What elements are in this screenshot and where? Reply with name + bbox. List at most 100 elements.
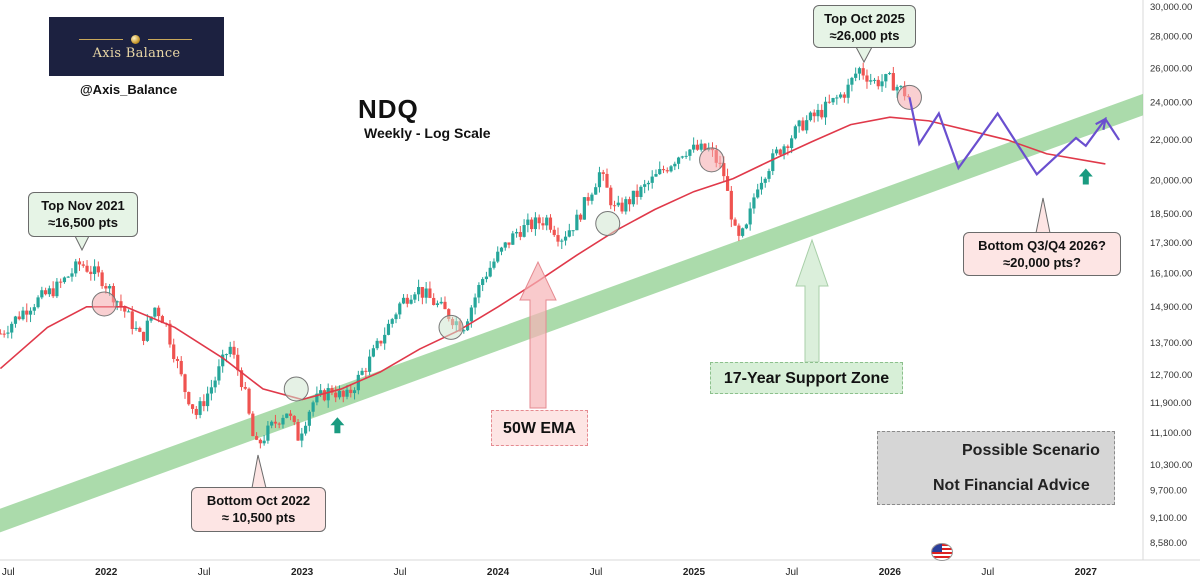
price-tick-label: 8,580.00 (1150, 538, 1187, 549)
candle-body (484, 276, 489, 280)
candle-body (624, 199, 628, 212)
candle-body (266, 425, 270, 441)
candle-body (262, 440, 266, 444)
candle-body (503, 242, 507, 248)
candle-body (676, 157, 681, 164)
candle-body (368, 356, 372, 372)
price-tick-label: 28,000.00 (1150, 32, 1192, 43)
candle-body (13, 316, 18, 324)
candle-body (552, 229, 556, 236)
candle-body (661, 169, 666, 171)
candle-body (447, 309, 451, 319)
candle-body (213, 380, 217, 388)
candle-body (70, 273, 74, 277)
price-tick-label: 14,900.00 (1150, 302, 1192, 313)
candle-body (160, 316, 165, 324)
candle-body (202, 401, 206, 407)
candle-body (300, 433, 304, 441)
candle-body (545, 217, 549, 226)
price-tick-label: 10,300.00 (1150, 460, 1192, 471)
scenario-path (908, 97, 1121, 177)
candle-body (360, 370, 364, 375)
candle-body (28, 310, 33, 315)
candle-body (744, 224, 748, 229)
candle-body (514, 232, 519, 234)
candle-body (311, 402, 315, 412)
candle-body (556, 235, 560, 242)
candle-body (251, 413, 255, 437)
candle-body (100, 272, 104, 287)
candle-body (10, 323, 14, 333)
candle-body (221, 354, 225, 367)
candle-body (379, 340, 383, 344)
candle-body (194, 408, 198, 415)
price-tick-label: 9,700.00 (1150, 486, 1187, 497)
price-tick-label: 22,000.00 (1150, 135, 1192, 146)
candle-body (612, 205, 617, 207)
candle-body (729, 190, 733, 220)
highlight-circle (91, 291, 117, 317)
chart-subtitle: Weekly - Log Scale (364, 125, 491, 141)
candle-body (179, 360, 183, 375)
chart-title: NDQ (358, 94, 419, 124)
ema-label: 50W EMA (491, 410, 588, 446)
candle-body (172, 344, 176, 359)
candle-body (141, 331, 146, 341)
candle-body (563, 236, 568, 241)
candle-body (609, 187, 613, 206)
candle-body (605, 173, 609, 188)
bottom-2022-line2: ≈ 10,500 pts (221, 510, 296, 525)
candle-body (801, 120, 805, 131)
candle-body (752, 197, 756, 209)
candle-body (111, 286, 116, 303)
candle-body (337, 390, 342, 398)
candle-body (488, 267, 492, 277)
candle-body (857, 68, 862, 74)
candle-body (428, 288, 432, 298)
candle-body (296, 422, 300, 441)
highlight-circle (283, 376, 309, 402)
candle-body (808, 112, 813, 121)
candle-body (126, 311, 131, 313)
candle-body (477, 284, 481, 298)
bottom-2022-line1: Bottom Oct 2022 (206, 493, 311, 508)
candle-body (89, 271, 93, 275)
candle-body (21, 310, 25, 320)
candle-body (334, 392, 338, 398)
candle-body (17, 316, 21, 320)
candle-body (703, 143, 707, 151)
candle-body (594, 187, 598, 195)
candle-body (77, 261, 82, 265)
price-tick-label: 24,000.00 (1150, 98, 1192, 109)
logo-text: Axis Balance (92, 46, 181, 61)
candle-body (138, 327, 142, 332)
candle-body (66, 276, 70, 278)
candle-body (737, 225, 741, 236)
candle-body (759, 182, 764, 190)
candle-body (288, 413, 293, 416)
candle-body (409, 299, 413, 304)
ema-50w-line (0, 116, 1106, 401)
time-tick-label: 2027 (1075, 567, 1098, 578)
candle-body (74, 261, 78, 274)
candle-body (247, 388, 251, 414)
candle-body (541, 223, 545, 226)
candle-body (891, 73, 895, 91)
candle-body (330, 387, 334, 393)
candle-body (439, 301, 443, 304)
candle-body (96, 266, 100, 273)
time-tick-label: Jul (198, 567, 211, 578)
candle-body (481, 279, 485, 285)
candle-body (209, 387, 213, 394)
legend-advice-row: Not Financial Advice (878, 470, 1116, 500)
candle-body (341, 390, 345, 397)
candle-body (669, 166, 673, 172)
candle-body (85, 265, 89, 272)
candle-body (812, 112, 816, 117)
candle-body (782, 146, 786, 155)
price-tick-label: 11,900.00 (1150, 398, 1192, 409)
top-2021-line1: Top Nov 2021 (41, 198, 125, 213)
candle-body (285, 413, 289, 418)
candle-body (688, 149, 692, 156)
